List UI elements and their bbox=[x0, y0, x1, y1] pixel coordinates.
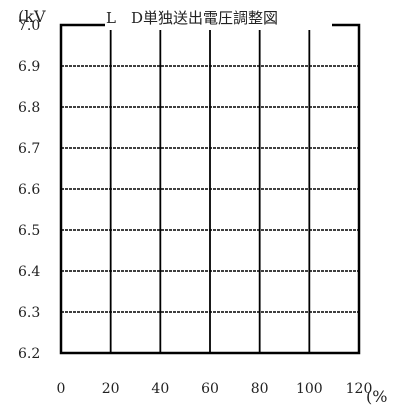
x-tick-label: 0 bbox=[57, 381, 66, 397]
grid-lines bbox=[61, 25, 359, 353]
x-tick-label: 60 bbox=[201, 381, 219, 397]
x-tick-label: 100 bbox=[296, 381, 323, 397]
chart-title: L D単独送出電圧調整図 bbox=[106, 9, 278, 27]
y-tick-label: 6.4 bbox=[18, 264, 40, 280]
x-tick-label: 40 bbox=[151, 381, 169, 397]
y-tick-label: 6.6 bbox=[18, 182, 40, 198]
y-tick-label: 6.8 bbox=[18, 100, 40, 116]
title-background bbox=[105, 6, 332, 30]
y-tick-labels: 7.0 6.9 6.8 6.7 6.6 6.5 6.4 6.3 6.2 bbox=[18, 18, 40, 362]
y-axis-unit: (kV bbox=[18, 7, 46, 26]
x-tick-labels: 0 20 40 60 80 100 120 bbox=[57, 381, 373, 397]
y-tick-label: 6.5 bbox=[18, 223, 40, 239]
y-tick-label: 6.3 bbox=[18, 305, 40, 321]
y-tick-label: 6.7 bbox=[18, 141, 40, 157]
x-tick-label: 120 bbox=[346, 381, 373, 397]
y-tick-label: 6.9 bbox=[18, 59, 40, 75]
y-tick-label: 6.2 bbox=[18, 346, 40, 362]
x-tick-label: 80 bbox=[251, 381, 269, 397]
x-axis-unit: (% bbox=[366, 387, 387, 406]
y-tick-label: 7.0 bbox=[18, 18, 40, 34]
x-tick-label: 20 bbox=[102, 381, 120, 397]
